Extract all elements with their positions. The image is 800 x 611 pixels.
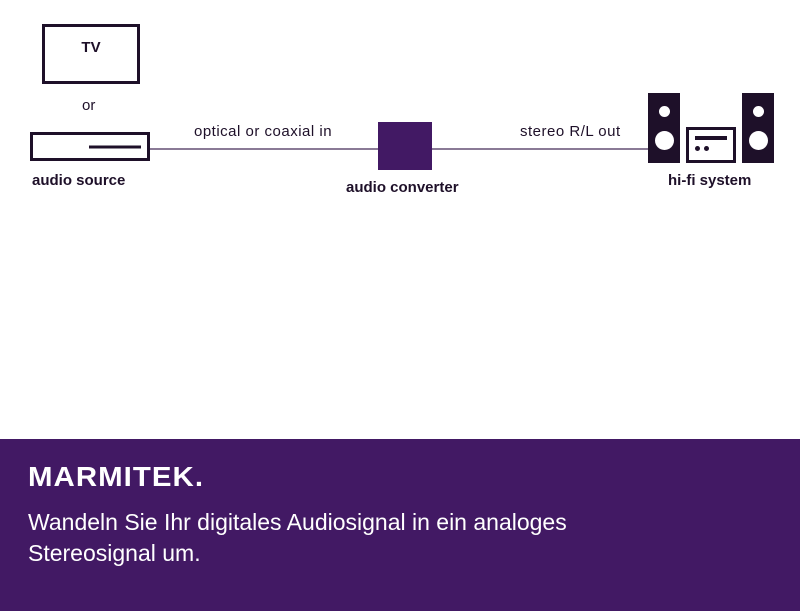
speaker-right-icon	[742, 93, 774, 163]
speaker-left-icon	[648, 93, 680, 163]
speaker-driver-icon	[753, 106, 764, 117]
tv-label: TV	[81, 39, 100, 56]
audio-converter-label: audio converter	[346, 179, 459, 196]
audio-source-label: audio source	[32, 172, 125, 189]
audio-converter-icon	[378, 122, 432, 170]
or-label: or	[82, 97, 95, 114]
banner: MARMITEK. Wandeln Sie Ihr digitales Audi…	[0, 439, 800, 611]
audio-source-icon	[30, 132, 150, 161]
hifi-label: hi-fi system	[668, 172, 751, 189]
speaker-driver-icon	[655, 131, 674, 150]
amplifier-icon	[686, 127, 736, 163]
speaker-driver-icon	[749, 131, 768, 150]
brand-logo: MARMITEK.	[28, 461, 800, 493]
tv-icon: TV	[42, 24, 140, 84]
speaker-driver-icon	[659, 106, 670, 117]
banner-tagline: Wandeln Sie Ihr digitales Audiosignal in…	[28, 507, 668, 569]
edge-label-input: optical or coaxial in	[194, 123, 332, 140]
edge-label-output: stereo R/L out	[520, 123, 621, 140]
